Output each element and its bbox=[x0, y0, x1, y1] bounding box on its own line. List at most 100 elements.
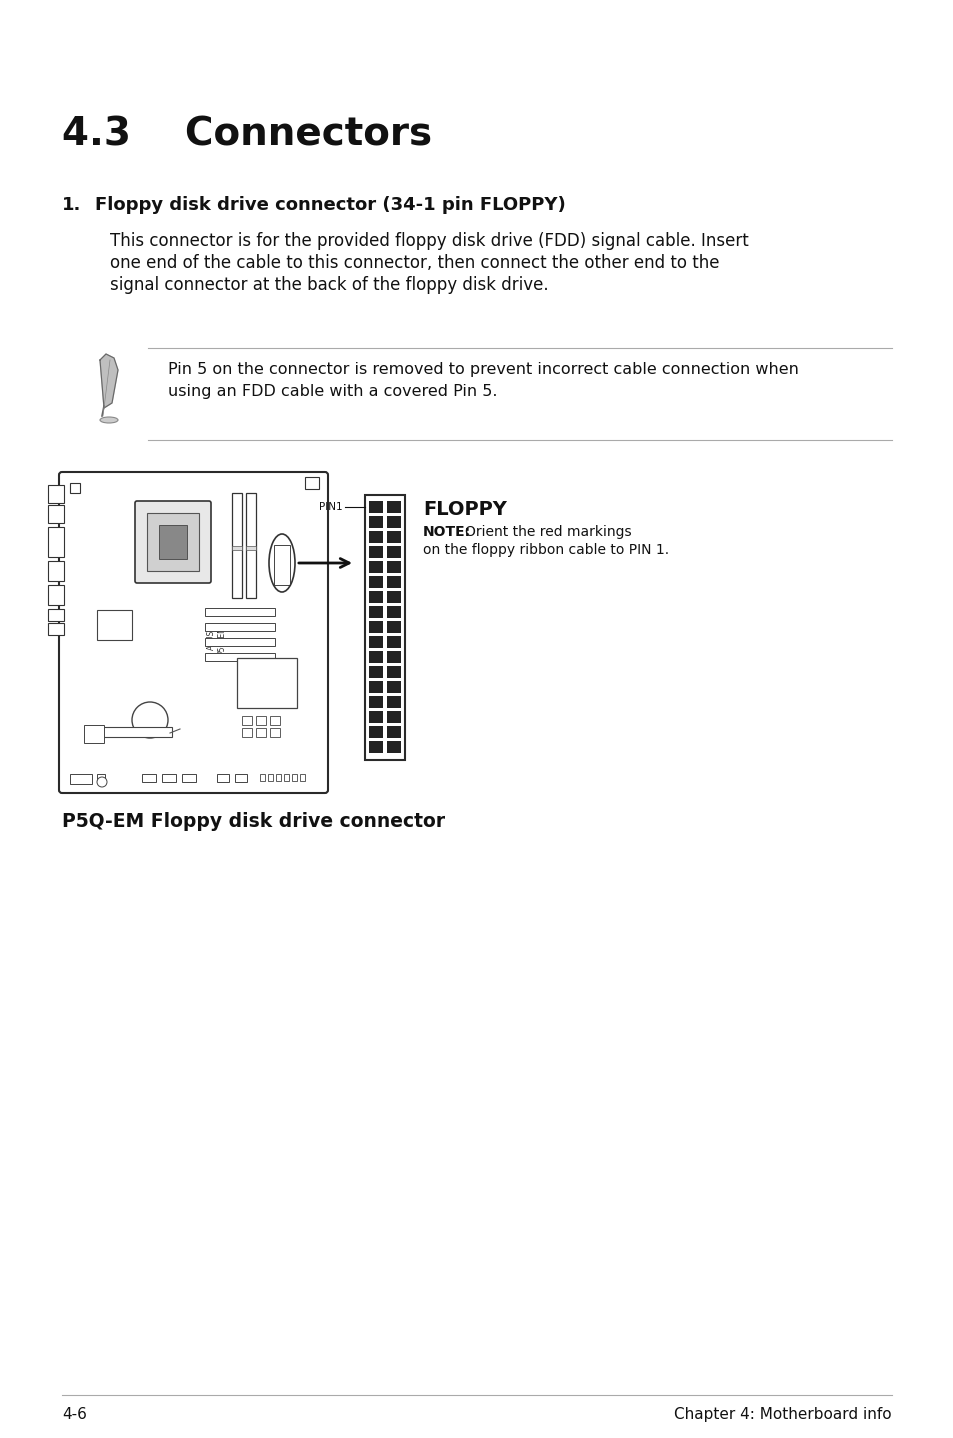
Text: P5Q-EM Floppy disk drive connector: P5Q-EM Floppy disk drive connector bbox=[62, 812, 445, 831]
Bar bbox=[284, 774, 289, 781]
Bar bbox=[365, 495, 405, 761]
Bar bbox=[387, 546, 400, 558]
Text: using an FDD cable with a covered Pin 5.: using an FDD cable with a covered Pin 5. bbox=[168, 384, 497, 398]
Bar bbox=[48, 505, 64, 523]
Text: ASUS
P5Q-EM: ASUS P5Q-EM bbox=[207, 626, 227, 654]
Bar bbox=[48, 623, 64, 636]
Bar bbox=[205, 608, 274, 615]
Text: 4-6: 4-6 bbox=[62, 1406, 87, 1422]
Bar bbox=[369, 621, 382, 633]
Circle shape bbox=[132, 702, 168, 738]
Bar bbox=[387, 666, 400, 677]
Bar bbox=[369, 546, 382, 558]
FancyBboxPatch shape bbox=[135, 500, 211, 582]
Bar bbox=[48, 610, 64, 621]
Bar bbox=[369, 741, 382, 754]
Bar bbox=[70, 483, 80, 493]
Bar bbox=[232, 546, 242, 549]
Bar bbox=[387, 577, 400, 588]
Text: Chapter 4: Motherboard info: Chapter 4: Motherboard info bbox=[674, 1406, 891, 1422]
Bar bbox=[270, 728, 280, 738]
Text: on the floppy ribbon cable to PIN 1.: on the floppy ribbon cable to PIN 1. bbox=[422, 544, 668, 557]
Polygon shape bbox=[100, 354, 118, 408]
Text: This connector is for the provided floppy disk drive (FDD) signal cable. Insert: This connector is for the provided flopp… bbox=[110, 232, 748, 250]
FancyBboxPatch shape bbox=[59, 472, 328, 792]
Bar bbox=[205, 623, 274, 631]
Bar bbox=[274, 545, 290, 585]
Bar bbox=[232, 493, 242, 598]
Bar bbox=[275, 774, 281, 781]
Bar bbox=[205, 638, 274, 646]
Bar bbox=[387, 651, 400, 663]
Bar bbox=[369, 531, 382, 544]
Bar bbox=[246, 546, 255, 549]
Bar bbox=[369, 666, 382, 677]
Bar bbox=[369, 682, 382, 693]
Bar bbox=[246, 493, 255, 598]
Bar bbox=[236, 659, 296, 707]
Bar bbox=[48, 526, 64, 557]
Bar bbox=[97, 610, 132, 640]
Ellipse shape bbox=[100, 417, 118, 423]
Bar bbox=[97, 774, 105, 782]
Bar bbox=[387, 605, 400, 618]
Bar bbox=[255, 728, 266, 738]
Bar bbox=[255, 716, 266, 725]
Bar bbox=[268, 774, 273, 781]
Bar bbox=[369, 696, 382, 707]
Bar bbox=[387, 682, 400, 693]
Text: Pin 5 on the connector is removed to prevent incorrect cable connection when: Pin 5 on the connector is removed to pre… bbox=[168, 362, 798, 377]
Bar bbox=[84, 725, 104, 743]
Bar bbox=[216, 774, 229, 782]
Bar bbox=[48, 585, 64, 605]
Bar bbox=[387, 741, 400, 754]
Text: 1.: 1. bbox=[62, 196, 81, 214]
Bar bbox=[387, 710, 400, 723]
Bar bbox=[260, 774, 265, 781]
Bar bbox=[387, 726, 400, 738]
Text: signal connector at the back of the floppy disk drive.: signal connector at the back of the flop… bbox=[110, 276, 548, 293]
Bar bbox=[369, 577, 382, 588]
Bar bbox=[242, 728, 252, 738]
Bar bbox=[369, 726, 382, 738]
Bar bbox=[369, 605, 382, 618]
Bar bbox=[299, 774, 305, 781]
Text: 4.3    Connectors: 4.3 Connectors bbox=[62, 115, 432, 152]
Bar bbox=[387, 621, 400, 633]
Bar bbox=[387, 696, 400, 707]
Bar bbox=[91, 728, 172, 738]
Bar bbox=[270, 716, 280, 725]
Bar bbox=[369, 636, 382, 649]
Bar bbox=[147, 513, 199, 571]
Bar bbox=[369, 710, 382, 723]
Bar bbox=[387, 636, 400, 649]
Text: NOTE:: NOTE: bbox=[422, 525, 471, 539]
Text: one end of the cable to this connector, then connect the other end to the: one end of the cable to this connector, … bbox=[110, 255, 719, 272]
Circle shape bbox=[97, 777, 107, 787]
Bar bbox=[387, 516, 400, 528]
Bar bbox=[70, 774, 91, 784]
Bar bbox=[387, 500, 400, 513]
Bar bbox=[159, 525, 187, 559]
Bar bbox=[305, 477, 318, 489]
Bar bbox=[387, 531, 400, 544]
Bar bbox=[182, 774, 195, 782]
Bar bbox=[292, 774, 296, 781]
Bar bbox=[369, 516, 382, 528]
Bar bbox=[387, 561, 400, 572]
Bar bbox=[369, 651, 382, 663]
Bar bbox=[242, 716, 252, 725]
Bar bbox=[369, 500, 382, 513]
Bar bbox=[387, 591, 400, 603]
Bar bbox=[369, 591, 382, 603]
Bar bbox=[162, 774, 175, 782]
Bar bbox=[142, 774, 156, 782]
Text: FLOPPY: FLOPPY bbox=[422, 500, 506, 519]
Text: PIN1: PIN1 bbox=[319, 502, 343, 512]
Bar bbox=[205, 653, 274, 661]
Bar bbox=[48, 561, 64, 581]
Bar bbox=[369, 561, 382, 572]
Text: Floppy disk drive connector (34-1 pin FLOPPY): Floppy disk drive connector (34-1 pin FL… bbox=[95, 196, 565, 214]
Bar bbox=[234, 774, 247, 782]
Bar bbox=[48, 485, 64, 503]
